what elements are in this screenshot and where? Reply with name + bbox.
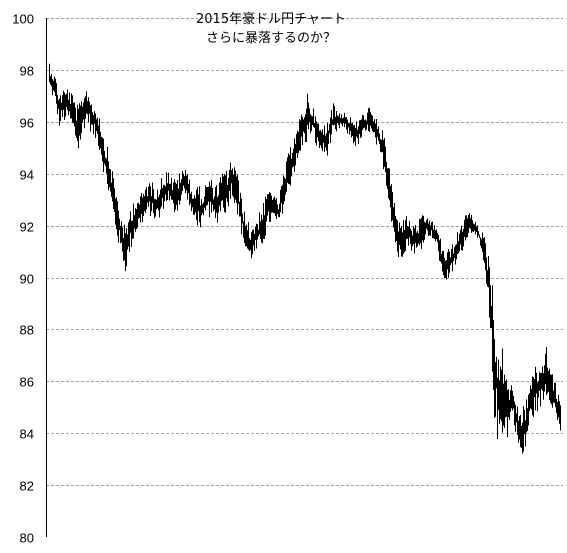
chart-title-line-1: 2015年豪ドル円チャート	[196, 11, 346, 27]
chart-title-line-2: さらに暴落するのか？	[206, 31, 336, 46]
price-bars	[49, 63, 561, 454]
y-tick-label: 90	[20, 272, 34, 287]
y-tick-label: 88	[20, 323, 34, 338]
y-tick-label: 94	[20, 168, 34, 183]
y-tick-label: 92	[20, 220, 34, 235]
y-tick-label: 86	[20, 375, 34, 390]
y-tick-label: 80	[20, 531, 34, 546]
y-tick-label: 82	[20, 479, 34, 494]
gridlines	[46, 18, 563, 486]
y-tick-label: 96	[20, 116, 34, 131]
y-tick-label: 98	[20, 64, 34, 79]
chart-title: 2015年豪ドル円チャート さらに暴落するのか？	[196, 11, 346, 46]
y-tick-label: 84	[20, 427, 34, 442]
y-axis: 80 82 84 86 88 90 92 94 96 98 100	[12, 12, 47, 546]
y-tick-label: 100	[12, 12, 34, 27]
